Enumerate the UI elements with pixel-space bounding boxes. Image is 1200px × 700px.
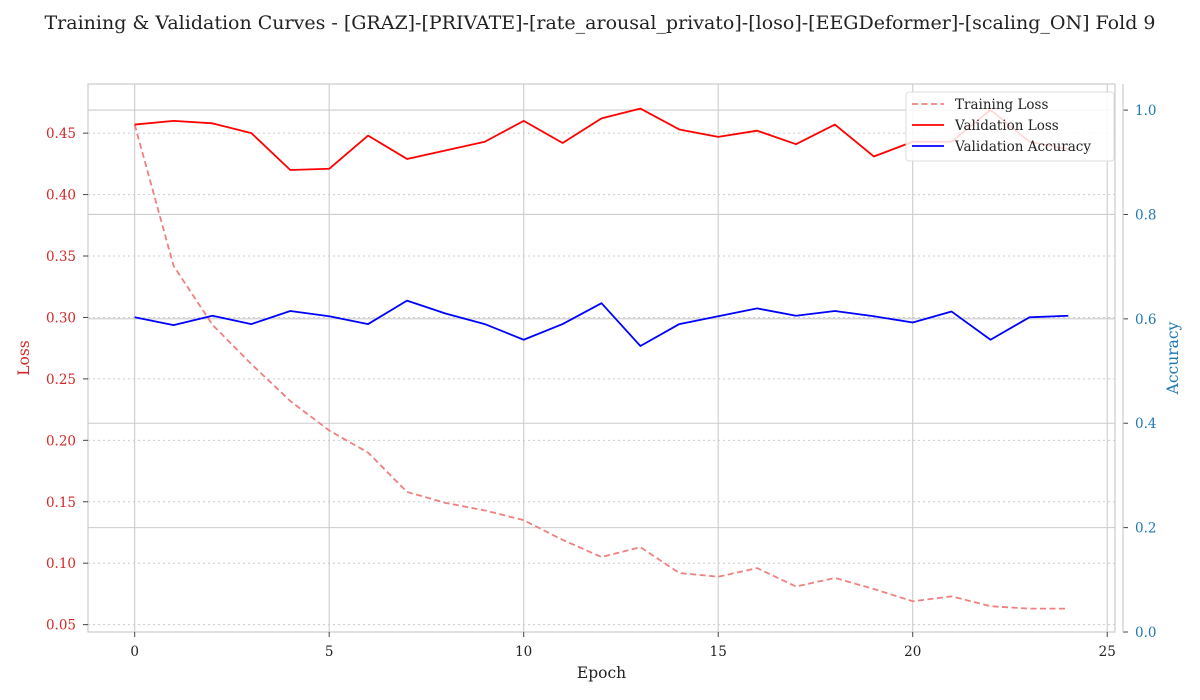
chart-title: Training & Validation Curves - [GRAZ]-[P… <box>45 12 1156 34</box>
y-tick-label-left: 0.30 <box>46 310 76 326</box>
series-line-validation-accuracy <box>134 299 1069 347</box>
legend-entry-label: Training Loss <box>955 97 1048 113</box>
grid-lines <box>88 84 1115 632</box>
y-tick-label-right: 1.0 <box>1135 103 1156 119</box>
legend-box <box>905 91 1115 162</box>
y-tick-label-left: 0.10 <box>46 556 76 572</box>
y-tick-label-right: 0.0 <box>1135 625 1156 641</box>
legend-entry-label: Validation Accuracy <box>954 139 1091 155</box>
x-tick-label: 25 <box>1099 644 1116 660</box>
y-tick-label-left: 0.35 <box>46 249 76 265</box>
series-line-training-loss <box>133 124 1069 610</box>
axis-ticks: 0 5 10 15 20 25 0.05 0.10 0.15 0.20 0.25 0.30 0.35 0.… <box>46 84 1156 660</box>
x-tick-label: 20 <box>904 644 921 660</box>
y-tick-label-right: 0.4 <box>1135 416 1156 432</box>
x-tick-label: 10 <box>515 644 532 660</box>
y-axis-label-loss: Loss <box>15 340 33 376</box>
x-axis-label: Epoch <box>577 664 626 682</box>
legend-entry-label: Validation Loss <box>954 118 1059 134</box>
x-tick-label: 5 <box>325 644 334 660</box>
y-tick-label-right: 0.8 <box>1135 207 1156 223</box>
y-tick-label-left: 0.25 <box>46 372 76 388</box>
series-lines <box>133 107 1069 610</box>
y-axis-label-accuracy: Accuracy <box>1164 321 1182 395</box>
x-tick-label: 15 <box>710 644 727 660</box>
y-tick-label-right: 0.2 <box>1135 521 1156 537</box>
y-tick-label-left: 0.20 <box>46 433 76 449</box>
legend: Training Loss Validation Loss Validation A… <box>905 91 1115 162</box>
plot-frame <box>87 83 1116 633</box>
y-tick-label-right: 0.6 <box>1135 312 1156 328</box>
y-tick-label-left: 0.45 <box>46 126 76 142</box>
y-tick-label-left: 0.40 <box>46 188 76 204</box>
y-tick-label-left: 0.05 <box>46 618 76 634</box>
y-tick-label-left: 0.15 <box>46 495 76 511</box>
x-tick-label: 0 <box>130 644 139 660</box>
